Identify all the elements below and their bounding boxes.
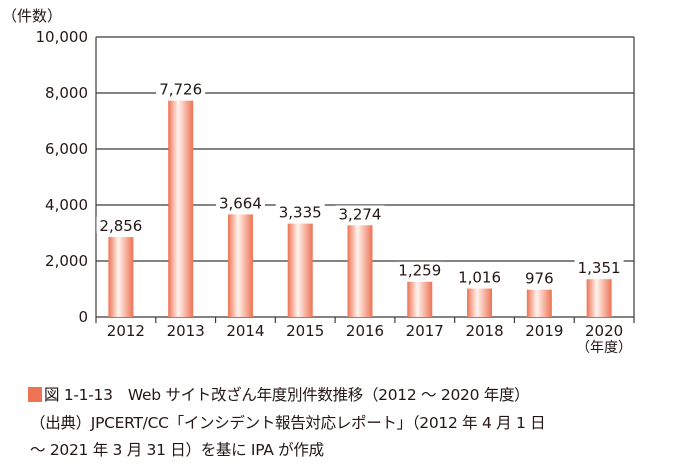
data-label: 976 [525, 270, 554, 288]
data-label: 1,016 [458, 269, 501, 287]
bar-chart: （件数） （年度） 0 2,000 4,000 6,000 8,000 10,000 2,8… [2, 7, 635, 356]
data-label-bg [96, 217, 146, 234]
data-label-bg [156, 80, 206, 97]
bar-2015 [287, 223, 313, 317]
data-label: 2,856 [99, 217, 142, 235]
x-axis-label: （年度） [576, 340, 632, 356]
y-tick-label: 8,000 [45, 84, 88, 102]
data-label-bg [395, 261, 445, 278]
data-label: 3,274 [339, 205, 382, 223]
y-tick-label: 6,000 [45, 140, 88, 158]
data-label-bg [523, 269, 555, 286]
data-label-bg [215, 194, 265, 211]
data-label: 3,664 [219, 194, 262, 212]
y-tick-label: 4,000 [45, 196, 88, 214]
y-tick-label: 0 [78, 308, 88, 326]
bar-2013 [168, 100, 194, 317]
y-tick-label: 10,000 [36, 28, 89, 46]
bar-2017 [407, 281, 433, 317]
bar-2018 [467, 288, 493, 317]
x-tick-label: 2015 [286, 322, 324, 340]
source-line-1: （出典）JPCERT/CC「インシデント報告対応レポート」（2012 年 4 月… [30, 414, 546, 432]
data-label: 1,351 [578, 259, 621, 277]
caption-square-icon [28, 387, 42, 402]
x-tick-label: 2012 [107, 322, 145, 340]
bar-2020 [586, 279, 612, 317]
x-tick-label: 2018 [465, 322, 503, 340]
x-tick-label: 2017 [406, 322, 444, 340]
figure-title: 図 1-1-13 Web サイト改ざん年度別件数推移（2012 ～ 2020 年… [28, 383, 530, 405]
x-tick-label: 2014 [226, 322, 264, 340]
data-label: 7,726 [159, 81, 202, 99]
data-label-bg [335, 205, 385, 222]
x-tick-label: 2019 [525, 322, 563, 340]
data-label-bg [574, 259, 624, 276]
y-axis-label: （件数） [2, 7, 62, 25]
data-label: 3,335 [279, 204, 322, 222]
bar-2014 [227, 214, 253, 317]
x-tick-label: 2020 [585, 322, 623, 340]
x-tick-label: 2013 [167, 322, 205, 340]
y-tick-label: 2,000 [45, 252, 88, 270]
bar-2016 [347, 225, 373, 317]
figure-title-text: 図 1-1-13 Web サイト改ざん年度別件数推移（2012 ～ 2020 年… [44, 386, 530, 404]
x-tick-label: 2016 [346, 322, 384, 340]
data-label-bg [275, 203, 325, 220]
bar-2012 [108, 237, 134, 317]
data-label-bg [455, 268, 505, 285]
source-line-2: ～ 2021 年 3 月 31 日）を基に IPA が作成 [30, 441, 324, 459]
data-label: 1,259 [398, 262, 441, 280]
bar-2019 [526, 289, 552, 317]
